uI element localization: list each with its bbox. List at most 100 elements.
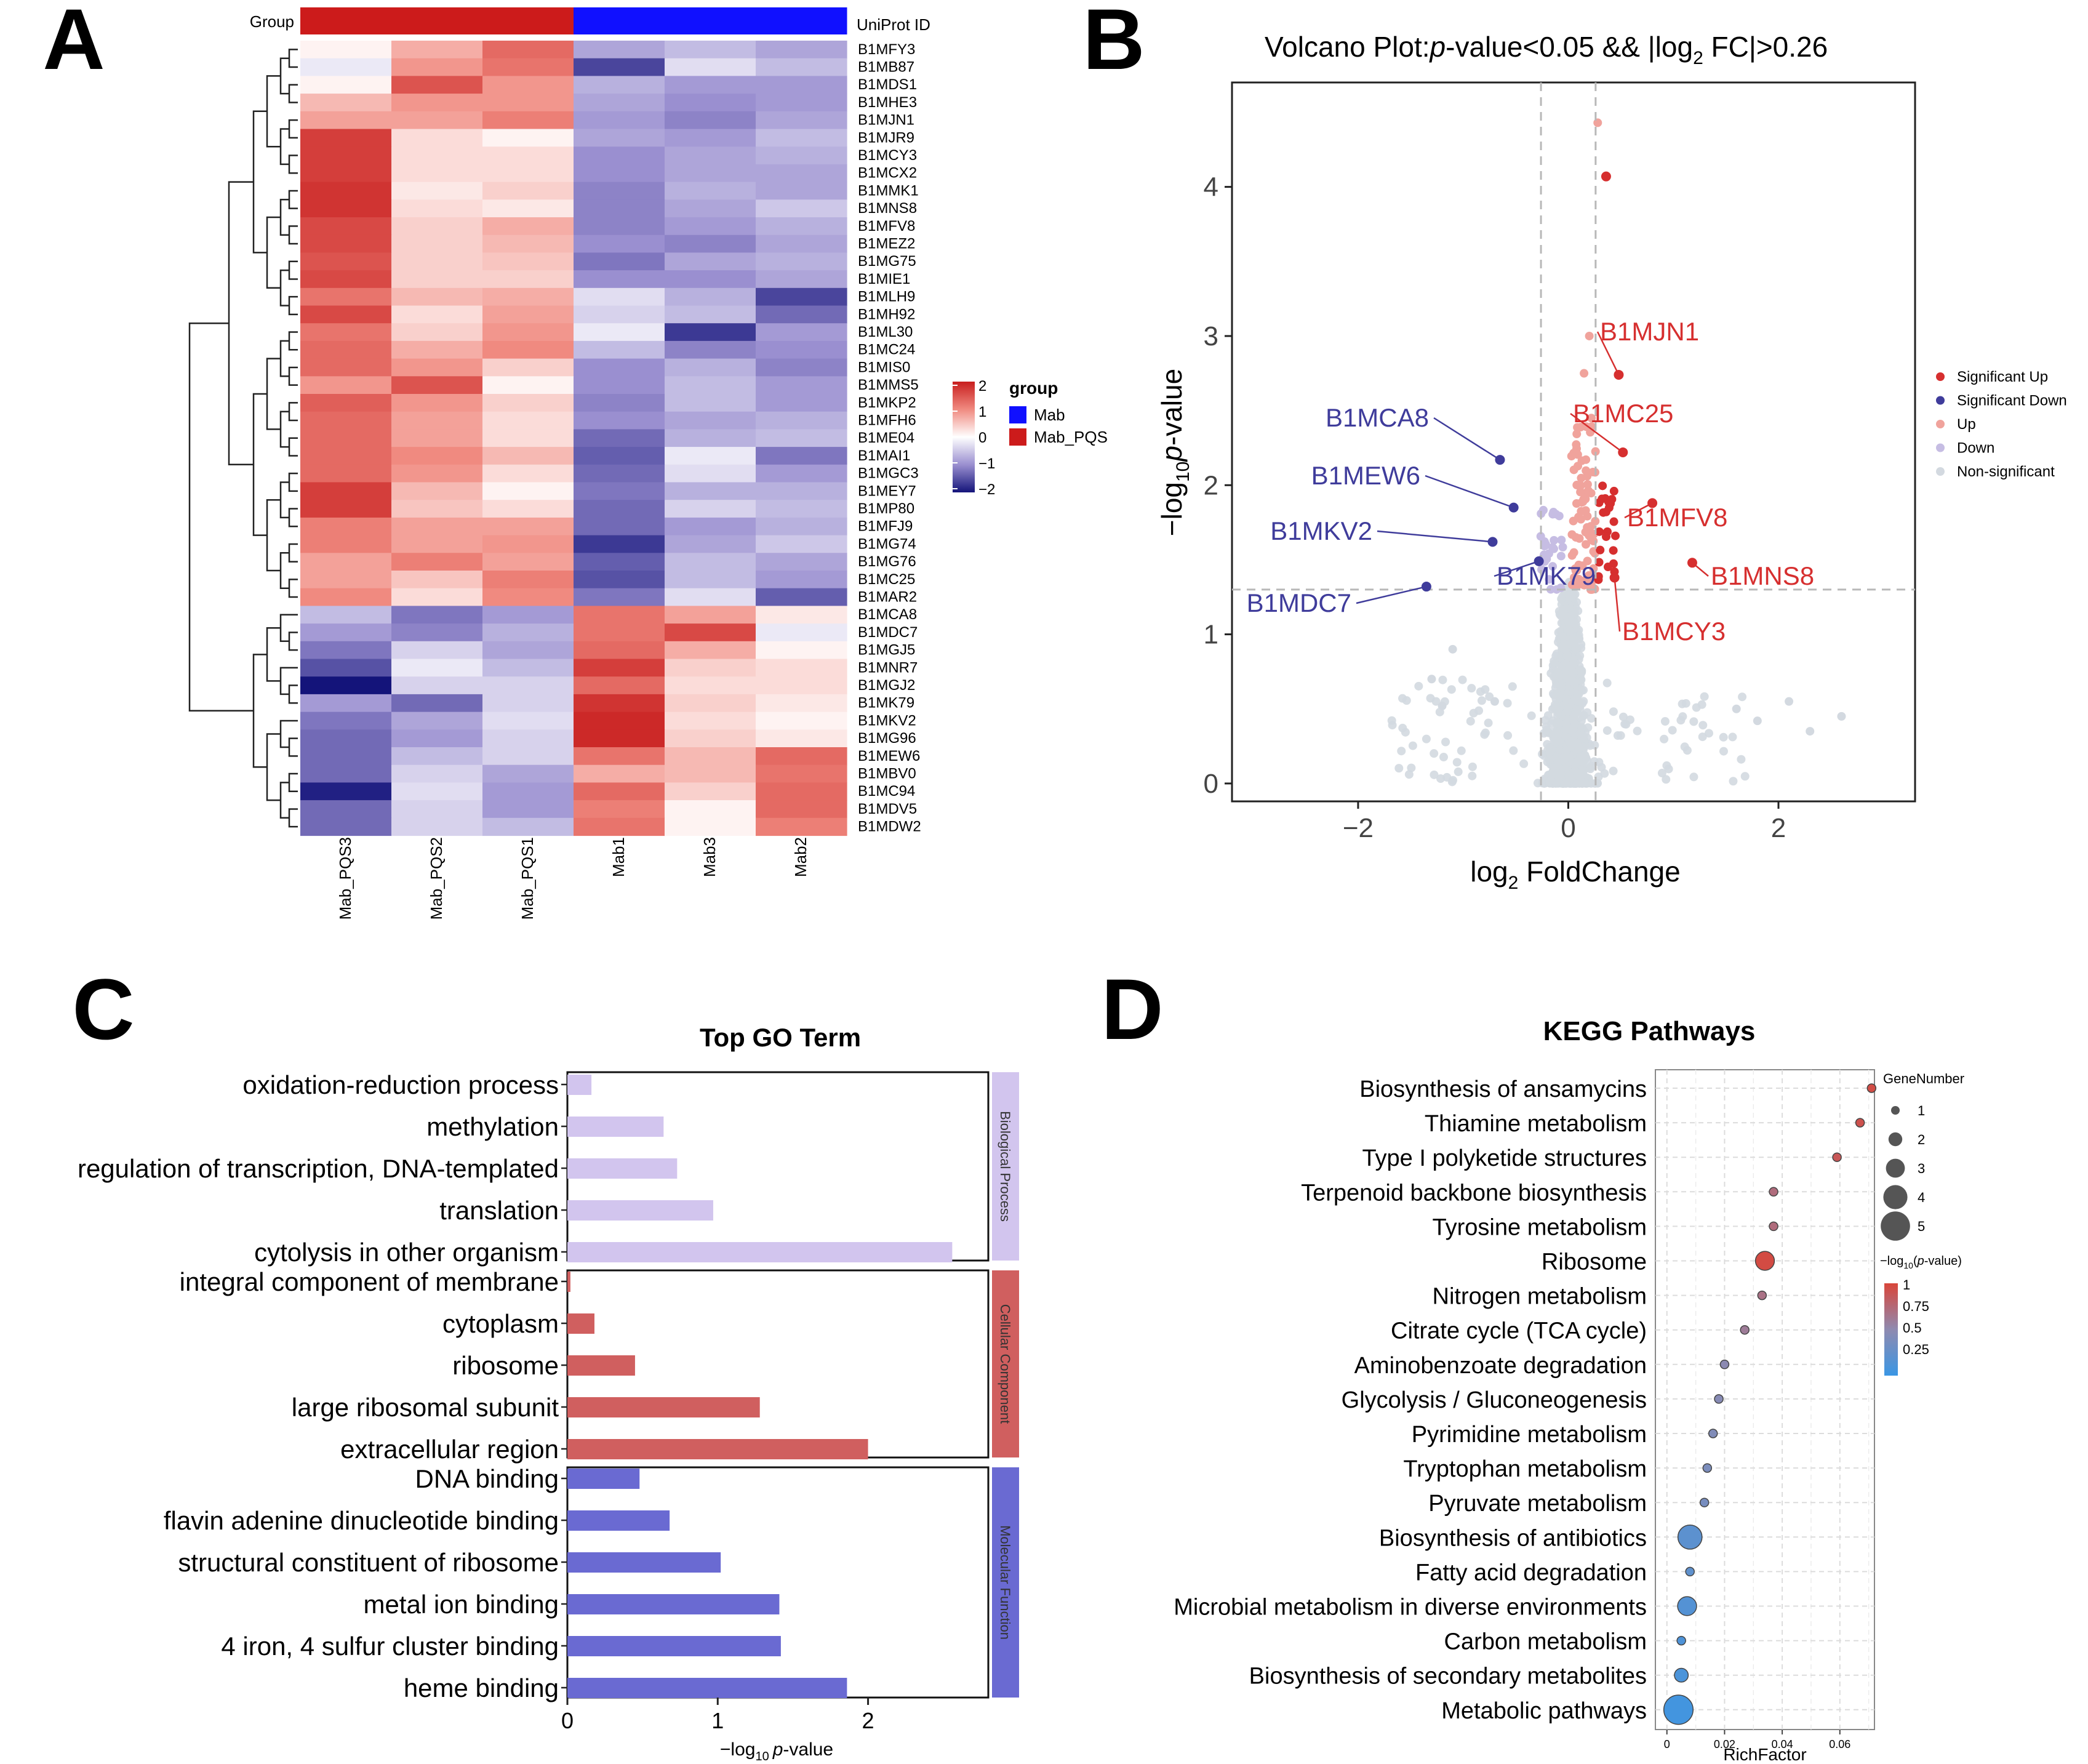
heatmap-cell	[482, 323, 574, 342]
volcano-point	[1580, 580, 1589, 589]
heatmap-row-label: B1MAR2	[858, 589, 917, 606]
volcano-point	[1569, 548, 1578, 557]
heatmap-cell	[665, 571, 756, 589]
heatmap-cell	[574, 588, 665, 606]
group-legend-label: Mab_PQS	[1034, 428, 1108, 446]
volcano-point	[1466, 716, 1475, 726]
go-term-label: DNA binding	[415, 1464, 559, 1493]
heatmap-row-label: B1MDV5	[858, 801, 917, 817]
heatmap-cell	[300, 182, 392, 200]
heatmap-column-label: Mab_PQS2	[427, 837, 446, 920]
kegg-point	[1866, 1083, 1877, 1093]
dendrogram-branch	[266, 358, 281, 430]
heatmap-row-label: B1MDW2	[858, 819, 921, 835]
volcano-point	[1552, 585, 1561, 594]
volcano-point	[1556, 551, 1566, 561]
heatmap-cell	[482, 252, 574, 271]
heatmap-cell	[391, 464, 483, 483]
kegg-pathway-label: Terpenoid backbone biosynthesis	[1301, 1180, 1647, 1206]
heatmap-cell	[665, 411, 756, 430]
heatmap-cell	[391, 729, 483, 748]
volcano-point	[1609, 546, 1618, 555]
heatmap-cell	[300, 712, 392, 730]
heatmap-cell	[482, 764, 574, 783]
volcano-point-label: B1MJN1	[1600, 317, 1699, 346]
heatmap-cell	[482, 676, 574, 695]
kegg-point	[1702, 1463, 1713, 1473]
kegg-x-tick-label: 0.04	[1772, 1738, 1793, 1750]
heatmap-cell	[756, 676, 847, 695]
volcano-point	[1574, 756, 1583, 766]
volcano-point	[1398, 723, 1407, 732]
volcano-point	[1583, 708, 1592, 717]
volcano-point	[1426, 694, 1435, 703]
volcano-point	[1402, 696, 1411, 705]
heatmap-cell	[756, 252, 847, 271]
volcano-point	[1662, 775, 1671, 784]
volcano-point	[1609, 766, 1618, 776]
kegg-point	[1769, 1221, 1778, 1232]
heatmap-cell	[574, 764, 665, 783]
heatmap-cell	[482, 623, 574, 642]
heatmap-cell	[300, 641, 392, 660]
heatmap-cell	[391, 182, 483, 200]
heatmap-cell	[391, 747, 483, 766]
volcano-point	[1427, 675, 1436, 684]
dendrogram-branch	[279, 411, 289, 448]
volcano-point-label: B1MEW6	[1311, 461, 1420, 490]
volcano-point	[1551, 694, 1561, 704]
volcano-panel: Volcano Plot:p-value<0.05 && |log2 FC|>0…	[1156, 31, 2067, 893]
heatmap-cell	[391, 712, 483, 730]
heatmap-cell	[391, 305, 483, 324]
go-term-label: methylation	[426, 1112, 559, 1141]
heatmap-cell	[482, 606, 574, 624]
heatmap-cell	[665, 747, 756, 766]
heatmap-cell	[300, 676, 392, 695]
volcano-point	[1601, 507, 1610, 516]
heatmap-cell	[482, 146, 574, 165]
kegg-pathway-label: Metabolic pathways	[1441, 1698, 1647, 1724]
color-scale-tick-label: 0	[978, 430, 986, 446]
volcano-x-tick-label: −2	[1343, 813, 1374, 843]
dendrogram-branch	[288, 772, 298, 792]
dendrogram-branch	[279, 199, 289, 236]
heatmap-cell	[574, 464, 665, 483]
volcano-labeled-point	[1487, 537, 1498, 547]
heatmap-cell	[665, 800, 756, 819]
heatmap-cell	[391, 164, 483, 183]
heatmap-cell	[574, 217, 665, 236]
go-bar	[567, 1075, 592, 1095]
dendrogram-branch	[288, 684, 298, 704]
heatmap-cell	[391, 535, 483, 553]
volcano-point	[1447, 685, 1456, 694]
volcano-point	[1467, 684, 1476, 693]
heatmap-row-label: B1MG96	[858, 730, 916, 747]
dendrogram-branch	[288, 260, 298, 280]
heatmap-row-label: B1MFH6	[858, 412, 916, 429]
heatmap-cell	[756, 747, 847, 766]
kegg-size-legend-marker	[1881, 1211, 1910, 1241]
volcano-point	[1602, 678, 1612, 688]
go-bar	[567, 1200, 713, 1221]
kegg-point	[1685, 1566, 1695, 1577]
go-bar	[567, 1272, 570, 1292]
volcano-point	[1557, 595, 1566, 604]
volcano-point	[1607, 495, 1617, 504]
kegg-pathway-label: Pyrimidine metabolism	[1412, 1422, 1647, 1448]
heatmap-cell	[300, 76, 392, 94]
go-term-label: 4 iron, 4 sulfur cluster binding	[221, 1632, 559, 1661]
heatmap-row-label: B1MNR7	[858, 659, 918, 676]
heatmap-cell	[665, 394, 756, 412]
go-bar	[567, 1158, 678, 1179]
volcano-point	[1678, 712, 1687, 721]
heatmap-cell	[391, 429, 483, 447]
volcano-point	[1408, 741, 1417, 750]
heatmap-cell	[756, 217, 847, 236]
volcano-x-label: log2 FoldChange	[1470, 856, 1680, 893]
heatmap-cell	[482, 517, 574, 536]
volcano-point	[1562, 746, 1571, 755]
heatmap-cell	[756, 712, 847, 730]
go-term-label: structural constituent of ribosome	[178, 1548, 559, 1577]
group-legend-label: Mab	[1034, 406, 1065, 424]
heatmap-cell	[574, 747, 665, 766]
